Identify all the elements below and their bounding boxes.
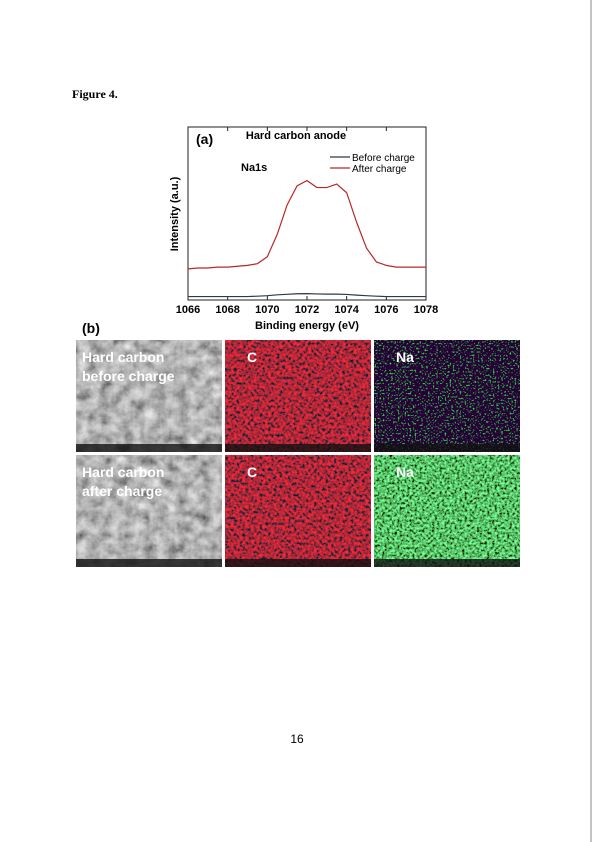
info-bar xyxy=(374,559,520,567)
tile-label: after charge xyxy=(82,483,162,499)
x-tick-label: 1072 xyxy=(295,304,319,316)
micrograph xyxy=(225,455,371,567)
chart: (a) Hard carbon anode Na1s Binding energ… xyxy=(169,126,438,332)
tile-label: Hard carbon xyxy=(82,464,164,480)
figure-heading: Figure 4. xyxy=(72,87,118,101)
micrograph xyxy=(76,455,222,567)
tile-label: C xyxy=(247,349,257,365)
tile-label: C xyxy=(247,464,257,480)
micrograph xyxy=(374,455,520,567)
legend-label: Before charge xyxy=(352,153,415,164)
annotation: Na1s xyxy=(241,162,267,174)
micrograph xyxy=(76,340,222,452)
info-bar xyxy=(76,444,222,452)
page-number: 16 xyxy=(290,732,304,746)
info-bar xyxy=(76,559,222,567)
panel-label: (a) xyxy=(196,131,213,147)
x-tick-label: 1074 xyxy=(334,304,359,316)
x-tick-label: 1066 xyxy=(176,304,200,316)
x-tick-label: 1076 xyxy=(374,304,398,316)
tile-label: Na xyxy=(396,464,414,480)
tile-label: Hard carbon xyxy=(82,349,164,365)
tile-label: before charge xyxy=(82,368,175,384)
info-bar xyxy=(374,444,520,452)
info-bar xyxy=(225,444,371,452)
panel-label: (b) xyxy=(82,320,100,336)
micrograph xyxy=(225,340,371,452)
tile-label: Na xyxy=(396,349,414,365)
x-axis-label: Binding energy (eV) xyxy=(255,320,359,332)
legend-label: After charge xyxy=(352,164,407,175)
image-grid: Hard carbon before charge C Na Hard carbon af… xyxy=(76,340,520,567)
y-axis-label: Intensity (a.u.) xyxy=(169,176,181,251)
x-tick-label: 1070 xyxy=(255,304,279,316)
chart-title: Hard carbon anode xyxy=(246,130,346,142)
info-bar xyxy=(225,559,371,567)
micrograph xyxy=(374,340,520,452)
x-tick-label: 1068 xyxy=(215,304,239,316)
line-series xyxy=(187,179,426,270)
line-series xyxy=(188,292,426,298)
x-tick-label: 1078 xyxy=(414,304,438,316)
